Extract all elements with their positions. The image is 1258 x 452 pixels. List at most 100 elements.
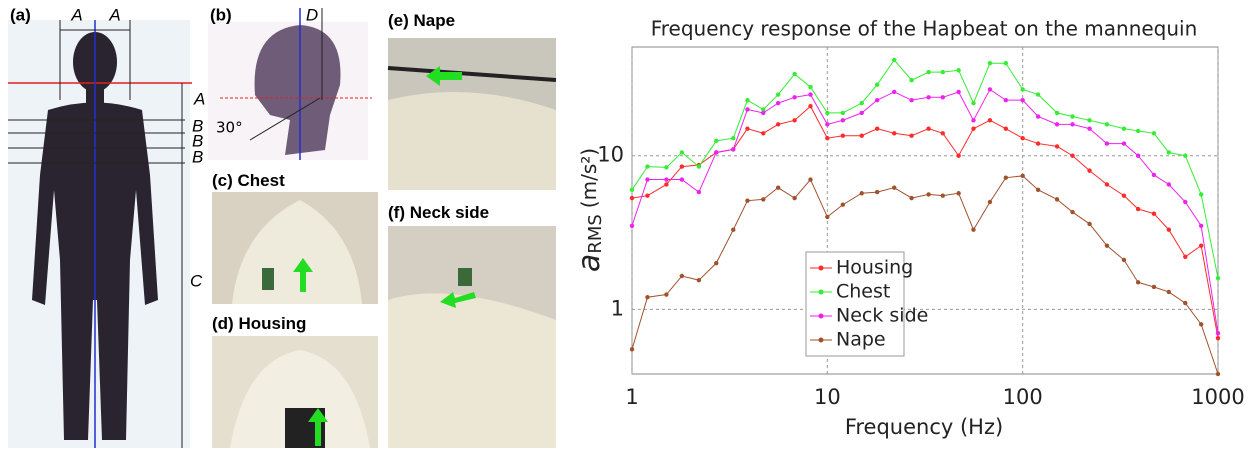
dim-label: B [192, 131, 203, 150]
data-point [1003, 97, 1009, 103]
data-point [840, 202, 846, 207]
data-point [1121, 193, 1127, 198]
data-point [987, 199, 993, 205]
data-point [629, 187, 635, 193]
data-point [1035, 114, 1041, 119]
data-point [696, 189, 702, 195]
data-point [761, 110, 766, 116]
data-point [1215, 331, 1221, 336]
data-point [1087, 168, 1092, 173]
data-point [926, 69, 931, 75]
data-point [761, 107, 766, 112]
panel-label: (f) [388, 203, 405, 222]
data-point [645, 164, 650, 169]
data-point [825, 214, 830, 220]
dim-label: D [306, 5, 318, 24]
data-point [792, 71, 797, 77]
data-point [940, 193, 945, 198]
data-point [825, 110, 830, 116]
data-point [1151, 284, 1157, 290]
data-point [1070, 153, 1075, 158]
panel-label: (e) Nape [388, 11, 455, 30]
data-point [1198, 243, 1204, 248]
data-point [679, 150, 685, 155]
data-point [629, 195, 635, 201]
data-point [926, 126, 931, 131]
data-point [956, 68, 961, 73]
data-point [909, 78, 914, 83]
panel-label: (b) [210, 5, 232, 24]
data-point [679, 273, 685, 279]
legend-label: Nape [836, 329, 886, 351]
data-point [1035, 92, 1041, 97]
data-point [664, 177, 669, 182]
data-point [696, 164, 702, 169]
data-point [971, 100, 976, 106]
data-point [714, 260, 719, 266]
legend-label: Housing [836, 257, 913, 279]
x-tick-label: 1000 [1191, 385, 1244, 409]
data-point [1070, 114, 1075, 119]
legend-marker [818, 313, 824, 319]
data-point [892, 57, 897, 63]
y-symbol: a [572, 254, 607, 272]
data-point [909, 97, 914, 103]
data-point [1121, 257, 1127, 263]
data-point [679, 164, 685, 169]
data-point [664, 165, 669, 170]
y-subscript: RMS [585, 214, 606, 253]
panel-a: (a) A A A B B B C [8, 5, 205, 448]
data-point [1135, 153, 1141, 158]
data-point [1121, 141, 1127, 146]
panel-name: Neck side [410, 203, 489, 222]
panel-label: (f) Neck side [388, 203, 489, 222]
data-point [1215, 371, 1221, 377]
data-point [909, 133, 914, 138]
legend-marker [818, 337, 824, 343]
dim-label: A [70, 5, 82, 24]
data-point [745, 97, 750, 103]
data-point [956, 191, 961, 196]
dim-label: A [108, 5, 120, 24]
data-point [1020, 173, 1025, 179]
data-point [840, 133, 846, 138]
dim-label: C [190, 271, 203, 290]
data-point [679, 177, 685, 182]
data-point [664, 292, 669, 297]
data-point [1054, 110, 1060, 116]
data-point [1166, 289, 1172, 295]
data-point [1215, 335, 1221, 341]
panel-name: Nape [414, 11, 456, 30]
photo-c [212, 192, 378, 304]
data-point [1198, 223, 1204, 229]
data-point [1215, 275, 1221, 281]
legend-label: Neck side [836, 305, 928, 327]
legend-marker [818, 289, 824, 295]
data-point [940, 69, 945, 75]
data-point [1151, 131, 1157, 136]
data-point [1166, 227, 1172, 232]
data-point [987, 118, 993, 123]
x-tick-label: 1 [625, 385, 638, 409]
y-axis-label: aRMS (m/s²) [572, 148, 607, 272]
data-point [1121, 126, 1127, 131]
data-point [645, 177, 650, 182]
data-point [808, 177, 813, 182]
data-point [1166, 150, 1172, 155]
data-point [696, 277, 702, 283]
data-point [926, 192, 931, 197]
data-point [714, 138, 719, 144]
data-point [825, 136, 830, 141]
data-point [792, 118, 797, 123]
y-tick-label: 10 [597, 143, 624, 167]
data-point [645, 193, 650, 198]
panel-b: (b) D 30° [208, 5, 372, 160]
data-point [892, 185, 897, 190]
x-tick-label: 100 [1003, 385, 1043, 409]
data-point [775, 92, 781, 97]
data-point [745, 126, 750, 131]
data-point [1087, 118, 1092, 123]
data-point [859, 133, 864, 138]
